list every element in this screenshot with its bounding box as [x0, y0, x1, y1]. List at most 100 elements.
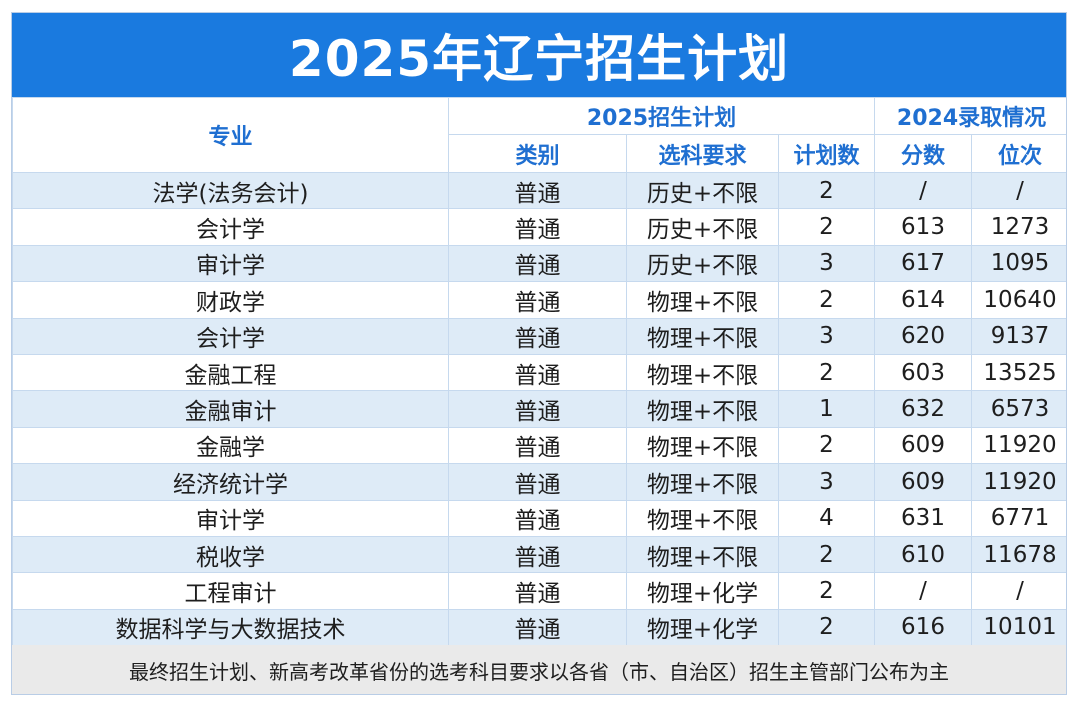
cell-subject-req: 物理+不限: [626, 535, 779, 574]
page-title: 2025年辽宁招生计划: [12, 13, 1066, 97]
cell-plan-count: 3: [778, 463, 875, 501]
cell-subject-req: 物理+不限: [626, 317, 779, 355]
cell-score: 609: [874, 463, 972, 501]
cell-category: 普通: [448, 499, 627, 537]
cell-category: 普通: [448, 608, 627, 647]
cell-category: 普通: [448, 171, 627, 210]
cell-subject-req: 物理+不限: [626, 426, 779, 465]
cell-plan-count: 2: [778, 426, 875, 465]
cell-rank: 1095: [970, 244, 1066, 283]
cell-subject-req: 物理+不限: [626, 281, 779, 319]
header-subject-req: 选科要求: [626, 134, 779, 173]
cell-subject-req: 物理+不限: [626, 463, 779, 501]
table-row: 金融学 普通 物理+不限 2 609 11920: [12, 426, 1066, 465]
cell-subject-req: 历史+不限: [626, 171, 779, 210]
cell-category: 普通: [448, 535, 627, 574]
cell-score: 613: [874, 208, 972, 246]
cell-score: 616: [874, 608, 972, 647]
cell-plan-count: 3: [778, 244, 875, 283]
cell-major: 金融工程: [12, 353, 449, 392]
header-category: 类别: [448, 134, 627, 173]
cell-plan-count: 3: [778, 317, 875, 355]
admission-table: 专业 2025招生计划 2024录取情况 类别 选科要求 计划数 分数 位次 法…: [12, 97, 1066, 647]
table-row: 金融审计 普通 物理+不限 1 632 6573: [12, 390, 1066, 428]
cell-plan-count: 4: [778, 499, 875, 537]
cell-plan-count: 1: [778, 390, 875, 428]
header-score: 分数: [874, 134, 972, 173]
cell-score: 614: [874, 281, 972, 319]
header-major: 专业: [12, 97, 449, 173]
cell-score: 631: [874, 499, 972, 537]
cell-subject-req: 物理+不限: [626, 353, 779, 392]
cell-category: 普通: [448, 353, 627, 392]
cell-score: 610: [874, 535, 972, 574]
header-rank: 位次: [970, 134, 1066, 173]
cell-plan-count: 2: [778, 171, 875, 210]
cell-category: 普通: [448, 572, 627, 610]
cell-plan-count: 2: [778, 608, 875, 647]
cell-major: 会计学: [12, 208, 449, 246]
table-row: 经济统计学 普通 物理+不限 3 609 11920: [12, 463, 1066, 501]
table-row: 税收学 普通 物理+不限 2 610 11678: [12, 535, 1066, 574]
table-row: 会计学 普通 历史+不限 2 613 1273: [12, 208, 1066, 246]
cell-category: 普通: [448, 317, 627, 355]
header-admit-group: 2024录取情况: [873, 97, 1066, 135]
table-row: 财政学 普通 物理+不限 2 614 10640: [12, 281, 1066, 319]
table-row: 审计学 普通 物理+不限 4 631 6771: [12, 499, 1066, 537]
table-row: 会计学 普通 物理+不限 3 620 9137: [12, 317, 1066, 355]
cell-major: 财政学: [12, 281, 449, 319]
cell-subject-req: 物理+不限: [626, 390, 779, 428]
cell-plan-count: 2: [778, 353, 875, 392]
table-row: 法学(法务会计) 普通 历史+不限 2//: [12, 171, 1066, 210]
cell-category: 普通: [448, 281, 627, 319]
cell-score: /: [874, 572, 972, 610]
cell-major: 税收学: [12, 535, 449, 574]
cell-major: 金融审计: [12, 390, 449, 428]
header-plan-count: 计划数: [778, 134, 875, 173]
cell-rank: 6573: [970, 390, 1066, 428]
cell-score: /: [874, 171, 972, 210]
cell-major: 经济统计学: [12, 463, 449, 501]
cell-category: 普通: [448, 244, 627, 283]
cell-rank: 13525: [970, 353, 1066, 392]
footer-note: 最终招生计划、新高考改革省份的选考科目要求以各省（市、自治区）招生主管部门公布为…: [12, 645, 1066, 694]
cell-category: 普通: [448, 426, 627, 465]
cell-subject-req: 物理+化学: [626, 608, 779, 647]
cell-rank: 11678: [970, 535, 1066, 574]
cell-rank: 11920: [970, 463, 1066, 501]
cell-subject-req: 物理+不限: [626, 499, 779, 537]
cell-plan-count: 2: [778, 535, 875, 574]
cell-subject-req: 物理+化学: [626, 572, 779, 610]
cell-rank: 6771: [970, 499, 1066, 537]
cell-major: 法学(法务会计): [12, 171, 449, 210]
cell-major: 金融学: [12, 426, 449, 465]
cell-plan-count: 2: [778, 281, 875, 319]
cell-major: 审计学: [12, 499, 449, 537]
cell-category: 普通: [448, 390, 627, 428]
cell-major: 会计学: [12, 317, 449, 355]
cell-category: 普通: [448, 463, 627, 501]
cell-subject-req: 历史+不限: [626, 244, 779, 283]
cell-plan-count: 2: [778, 572, 875, 610]
table-row: 审计学 普通 历史+不限 3 617 1095: [12, 244, 1066, 283]
header-plan-group: 2025招生计划: [448, 97, 875, 135]
cell-score: 617: [874, 244, 972, 283]
cell-subject-req: 历史+不限: [626, 208, 779, 246]
cell-major: 数据科学与大数据技术: [12, 608, 449, 647]
admission-plan-card: 2025年辽宁招生计划 专业 2025招生计划 2024录取情况 类别 选科要求…: [11, 12, 1067, 695]
cell-rank: /: [970, 171, 1066, 210]
cell-major: 审计学: [12, 244, 449, 283]
table-row: 金融工程 普通 物理+不限 2 603 13525: [12, 353, 1066, 392]
cell-major: 工程审计: [12, 572, 449, 610]
cell-rank: 11920: [970, 426, 1066, 465]
table-row: 工程审计 普通 物理+化学 2//: [12, 572, 1066, 610]
cell-rank: 10101: [970, 608, 1066, 647]
table-row: 数据科学与大数据技术 普通 物理+化学 2 616 10101: [12, 608, 1066, 647]
cell-category: 普通: [448, 208, 627, 246]
cell-rank: 10640: [970, 281, 1066, 319]
cell-rank: /: [970, 572, 1066, 610]
cell-score: 620: [874, 317, 972, 355]
cell-score: 632: [874, 390, 972, 428]
cell-rank: 1273: [970, 208, 1066, 246]
cell-rank: 9137: [970, 317, 1066, 355]
